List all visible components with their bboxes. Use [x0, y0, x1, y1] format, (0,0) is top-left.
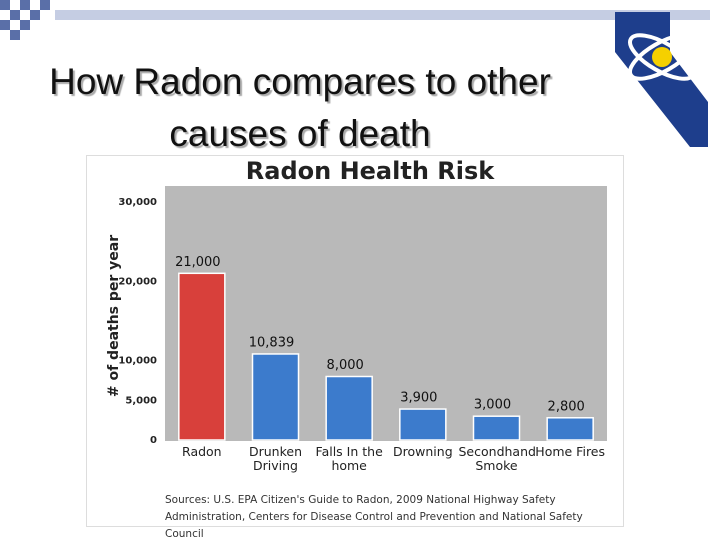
value-label: 3,000 — [474, 398, 511, 413]
x-tick-label: Falls In the home — [315, 444, 383, 473]
y-tick-label: 5,000 — [125, 395, 157, 406]
x-tick-label: Home Fires — [535, 444, 606, 459]
atom-logo — [615, 12, 708, 147]
value-label: 2,800 — [548, 399, 585, 414]
x-tick-label: Drowning — [393, 444, 453, 459]
bar — [399, 408, 447, 441]
bar — [251, 353, 300, 441]
x-tick-label: Secondhand Smoke — [458, 444, 536, 473]
top-bar — [55, 10, 710, 20]
y-axis-label: # of deaths per year — [106, 235, 122, 397]
value-label: 21,000 — [175, 255, 221, 270]
source-note: Sources: U.S. EPA Citizen's Guide to Rad… — [165, 494, 583, 540]
x-tick-label: Drunken Driving — [248, 444, 302, 473]
y-tick-label: 20,000 — [118, 276, 157, 287]
value-label: 3,900 — [400, 391, 437, 406]
bar — [325, 375, 373, 441]
y-tick-label: 30,000 — [118, 197, 157, 208]
x-tick-label: Radon — [182, 444, 222, 459]
bar — [546, 417, 594, 441]
value-label: 8,000 — [327, 358, 364, 373]
bar — [472, 415, 521, 441]
checker-logo — [0, 0, 50, 40]
bar — [178, 272, 226, 441]
chart-title: Radon Health Risk — [246, 157, 495, 185]
value-label: 10,839 — [249, 335, 295, 350]
plot-area — [165, 186, 607, 441]
y-tick-label: 10,000 — [118, 356, 157, 367]
y-tick-label: 0 — [150, 435, 157, 446]
slide-title: How Radon compares to other causes of de… — [49, 61, 551, 154]
